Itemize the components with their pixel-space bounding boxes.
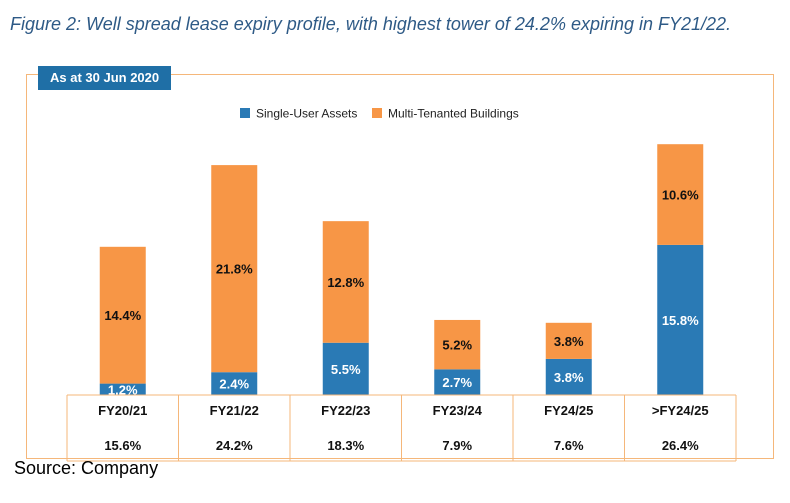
total-label-fy24-25: 7.6%: [554, 438, 584, 453]
bar-single-user-assets-fy20-21: [99, 383, 146, 395]
as-at-badge: As at 30 Jun 2020: [38, 66, 172, 90]
bar-single-user-assets-fy23-24: [434, 369, 481, 395]
legend-swatch-multi-tenanted-buildings: [372, 108, 382, 118]
category-label-fy24-25: FY24/25: [544, 403, 593, 418]
category-label-fy21-22: FY21/22: [210, 403, 259, 418]
category-label-fy20-21: FY20/21: [98, 403, 147, 418]
bar-single-user-assets-fy24-25: [657, 244, 704, 395]
total-label-fy22-23: 18.3%: [327, 438, 364, 453]
figure-caption: Figure 2: Well spread lease expiry profi…: [10, 14, 732, 34]
total-label-fy21-22: 24.2%: [216, 438, 253, 453]
bar-single-user-assets-fy22-23: [322, 342, 369, 395]
source-note: Source: Company: [14, 458, 159, 478]
bar-single-user-assets-fy21-22: [211, 372, 258, 395]
category-label-fy22-23: FY22/23: [321, 403, 370, 418]
data-label-single-user-assets-fy21-22: 2.4%: [219, 377, 249, 392]
bars: 1.2% 14.4% 2.4% 21.8% 5.5% 12.8% 2.7% 5.2% 3.8% 3…: [99, 144, 704, 397]
data-label-multi-tenanted-buildings-fy23-24: 5.2%: [442, 338, 472, 353]
chart-frame: [26, 74, 774, 459]
total-label-fy23-24: 7.9%: [442, 438, 472, 453]
data-label-multi-tenanted-buildings-fy24-25: 3.8%: [554, 334, 584, 349]
legend-label-single-user-assets: Single-User Assets: [256, 107, 357, 121]
legend: Single-User Assets Multi-Tenanted Buildin…: [240, 107, 519, 121]
category-label-fy23-24: FY23/24: [433, 403, 483, 418]
data-label-multi-tenanted-buildings-fy20-21: 14.4%: [104, 308, 141, 323]
category-label-fy24-25: >FY24/25: [652, 403, 709, 418]
legend-label-multi-tenanted-buildings: Multi-Tenanted Buildings: [388, 107, 519, 121]
data-label-multi-tenanted-buildings-fy24-25: 10.6%: [662, 188, 699, 203]
bar-multi-tenanted-buildings-fy21-22: [211, 165, 258, 373]
data-label-multi-tenanted-buildings-fy21-22: 21.8%: [216, 262, 253, 277]
total-label-fy24-25: 26.4%: [662, 438, 699, 453]
data-label-single-user-assets-fy22-23: 5.5%: [331, 362, 361, 377]
data-label-single-user-assets-fy24-25: 3.8%: [554, 370, 584, 385]
bar-multi-tenanted-buildings-fy22-23: [322, 221, 369, 343]
bar-multi-tenanted-buildings-fy20-21: [99, 246, 146, 384]
category-table: FY20/21 15.6% FY21/22 24.2% FY22/23 18.3% FY23…: [66, 394, 737, 462]
legend-swatch-single-user-assets: [240, 108, 250, 118]
bar-multi-tenanted-buildings-fy24-25: [545, 322, 592, 359]
bar-multi-tenanted-buildings-fy24-25: [657, 144, 704, 245]
data-label-single-user-assets-fy20-21: 1.2%: [108, 382, 138, 397]
data-label-single-user-assets-fy23-24: 2.7%: [442, 375, 472, 390]
data-label-multi-tenanted-buildings-fy22-23: 12.8%: [327, 275, 364, 290]
data-label-single-user-assets-fy24-25: 15.8%: [662, 313, 699, 328]
total-label-fy20-21: 15.6%: [104, 438, 141, 453]
bar-multi-tenanted-buildings-fy23-24: [434, 319, 481, 370]
bar-single-user-assets-fy24-25: [545, 358, 592, 395]
